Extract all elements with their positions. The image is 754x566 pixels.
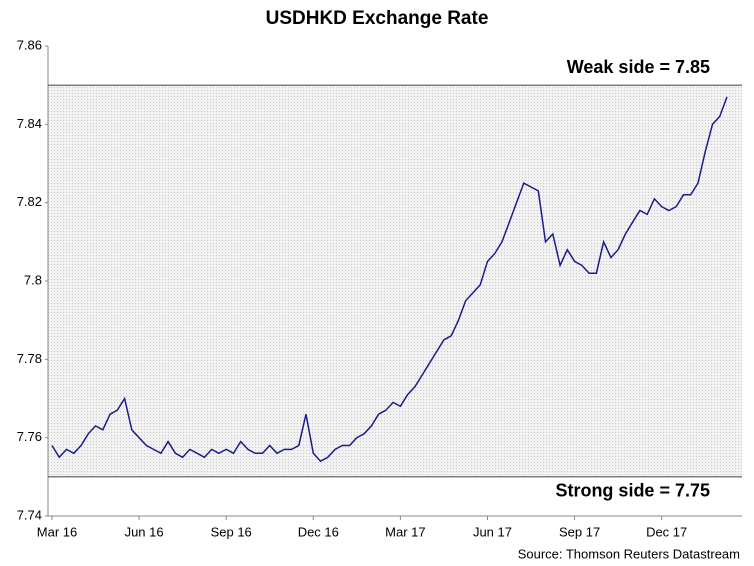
source-note: Source: Thomson Reuters Datastream: [518, 546, 740, 561]
x-tick-label: Mar 16: [37, 524, 77, 539]
y-tick-label: 7.74: [17, 507, 42, 522]
x-tick-label: Dec 16: [298, 524, 339, 539]
reference-label: Strong side = 7.75: [555, 481, 710, 501]
data-line: [51, 96, 728, 463]
band: [48, 85, 742, 477]
x-tick-label: Jun 16: [125, 524, 164, 539]
x-tick-label: Sep 17: [559, 524, 600, 539]
x-tick-label: Dec 17: [646, 524, 687, 539]
y-tick-label: 7.76: [17, 429, 42, 444]
y-tick-label: 7.82: [17, 194, 42, 209]
y-tick-label: 7.78: [17, 351, 42, 366]
chart-title: USDHKD Exchange Rate: [266, 8, 489, 29]
y-tick-label: 7.8: [24, 272, 42, 287]
reference-label: Weak side = 7.85: [567, 57, 710, 77]
y-tick-label: 7.86: [17, 37, 42, 52]
x-tick-label: Jun 17: [473, 524, 512, 539]
x-tick-label: Sep 16: [211, 524, 252, 539]
x-tick-label: Mar 17: [385, 524, 425, 539]
y-tick-label: 7.84: [17, 116, 42, 131]
